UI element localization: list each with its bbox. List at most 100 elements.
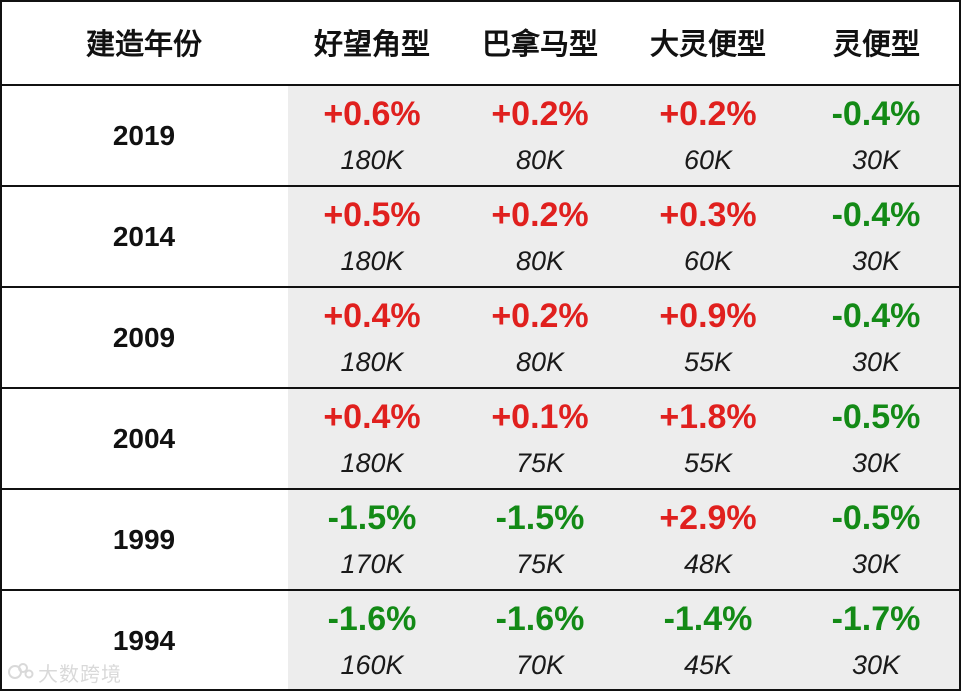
table-border	[0, 0, 961, 2]
change-percent: +0.2%	[491, 95, 589, 133]
volume-value: 180K	[340, 246, 404, 276]
year-cell: 2019	[0, 86, 288, 186]
value-cell: +0.6% 180K	[288, 86, 456, 186]
volume-value: 55K	[683, 347, 733, 377]
column-header-supramax: 大灵便型	[649, 27, 766, 61]
volume-value: 80K	[515, 145, 565, 175]
table-row: 2014 +0.5% 180K +0.2% 80K +0.3% 60K -0.4% 30K	[0, 187, 961, 287]
value-cell: -1.6% 70K	[456, 591, 624, 691]
row-divider	[0, 387, 961, 389]
value-cell: +0.2% 80K	[456, 187, 624, 287]
change-percent: -1.5%	[495, 499, 585, 537]
value-cell: +0.2% 60K	[624, 86, 792, 186]
row-shading	[288, 591, 961, 691]
value-cell: +0.2% 80K	[456, 86, 624, 186]
value-cell: +0.2% 80K	[456, 288, 624, 388]
table-row: 2009 +0.4% 180K +0.2% 80K +0.9% 55K -0.4% 30K	[0, 288, 961, 388]
change-percent: -1.7%	[831, 600, 921, 638]
value-cell: -0.5% 30K	[792, 389, 960, 489]
volume-value: 170K	[340, 549, 404, 579]
row-shading	[288, 86, 961, 186]
value-cell: +0.1% 75K	[456, 389, 624, 489]
change-percent: +0.2%	[659, 95, 757, 133]
value-cell: +0.5% 180K	[288, 187, 456, 287]
value-cell: +0.9% 55K	[624, 288, 792, 388]
change-percent: +2.9%	[659, 499, 757, 537]
table-border	[0, 0, 2, 691]
volume-value: 30K	[851, 448, 901, 478]
change-percent: -1.6%	[327, 600, 417, 638]
table-border	[0, 689, 961, 691]
change-percent: +0.6%	[323, 95, 421, 133]
change-percent: +0.2%	[491, 196, 589, 234]
volume-value: 180K	[340, 145, 404, 175]
value-cell: -0.5% 30K	[792, 490, 960, 590]
volume-value: 45K	[683, 650, 733, 680]
change-percent: -0.4%	[831, 196, 921, 234]
row-shading	[288, 490, 961, 590]
value-cell: -1.5% 170K	[288, 490, 456, 590]
volume-value: 30K	[851, 145, 901, 175]
change-percent: +0.2%	[491, 297, 589, 335]
column-header-capesize: 好望角型	[313, 27, 430, 61]
volume-value: 180K	[340, 347, 404, 377]
table-border	[959, 0, 961, 691]
year-cell: 1994	[0, 591, 288, 691]
row-divider	[0, 84, 961, 86]
value-cell: +2.9% 48K	[624, 490, 792, 590]
value-cell: +1.8% 55K	[624, 389, 792, 489]
change-percent: -0.5%	[831, 499, 921, 537]
row-divider	[0, 185, 961, 187]
column-header-handysize: 灵便型	[832, 27, 920, 61]
value-cell: -1.4% 45K	[624, 591, 792, 691]
year-cell: 2009	[0, 288, 288, 388]
year-cell: 1999	[0, 490, 288, 590]
volume-value: 180K	[340, 448, 404, 478]
value-cell: -1.7% 30K	[792, 591, 960, 691]
value-cell: -1.6% 160K	[288, 591, 456, 691]
value-cell: +0.4% 180K	[288, 288, 456, 388]
row-shading	[288, 187, 961, 287]
change-percent: +0.3%	[659, 196, 757, 234]
change-percent: +0.4%	[323, 297, 421, 335]
change-percent: -1.5%	[327, 499, 417, 537]
row-divider	[0, 286, 961, 288]
change-percent: -0.5%	[831, 398, 921, 436]
value-cell: -0.4% 30K	[792, 86, 960, 186]
volume-value: 80K	[515, 347, 565, 377]
change-percent: +1.8%	[659, 398, 757, 436]
table-row: 1999 -1.5% 170K -1.5% 75K +2.9% 48K -0.5% 30K	[0, 490, 961, 590]
header-row: 建造年份 好望角型 巴拿马型 大灵便型 灵便型	[0, 0, 961, 84]
volume-value: 60K	[683, 246, 733, 276]
volume-value: 60K	[683, 145, 733, 175]
column-header-year: 建造年份	[85, 27, 202, 61]
volume-value: 80K	[515, 246, 565, 276]
volume-value: 30K	[851, 650, 901, 680]
change-percent: -1.6%	[495, 600, 585, 638]
value-cell: +0.3% 60K	[624, 187, 792, 287]
volume-value: 48K	[683, 549, 733, 579]
table-row: 2019 +0.6% 180K +0.2% 80K +0.2% 60K -0.4% 30K	[0, 86, 961, 186]
table-row: 1994 -1.6% 160K -1.6% 70K -1.4% 45K -1.7% 30K	[0, 591, 961, 691]
volume-value: 30K	[851, 347, 901, 377]
change-percent: +0.9%	[659, 297, 757, 335]
volume-value: 75K	[515, 448, 565, 478]
row-divider	[0, 488, 961, 490]
row-shading	[288, 389, 961, 489]
value-cell: -1.5% 75K	[456, 490, 624, 590]
logo-icon	[8, 663, 34, 679]
value-cell: -0.4% 30K	[792, 187, 960, 287]
watermark-text: 大数跨境	[38, 661, 122, 686]
volume-value: 30K	[851, 246, 901, 276]
volume-value: 70K	[515, 650, 565, 680]
value-cell: -0.4% 30K	[792, 288, 960, 388]
change-percent: -0.4%	[831, 95, 921, 133]
volume-value: 30K	[851, 549, 901, 579]
row-divider	[0, 589, 961, 591]
volume-value: 160K	[340, 650, 404, 680]
value-cell: +0.4% 180K	[288, 389, 456, 489]
column-header-panamax: 巴拿马型	[481, 27, 598, 61]
table-row: 2004 +0.4% 180K +0.1% 75K +1.8% 55K -0.5% 30K	[0, 389, 961, 489]
volume-value: 55K	[683, 448, 733, 478]
